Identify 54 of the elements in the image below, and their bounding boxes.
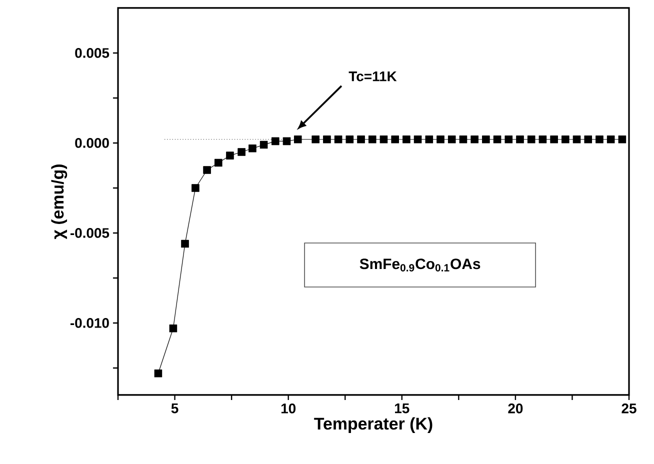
x-tick-label: 20 [508,403,523,414]
point [572,135,581,144]
point [154,369,162,378]
point [226,152,234,160]
point [470,135,478,144]
point [357,135,365,144]
point [238,148,246,156]
annotation: Tc=11K [348,72,397,82]
y-tick-label: 0.005 [75,48,110,58]
point [169,324,178,332]
annotation: SmFe$_{0.9}$Co$_{0.1}$OAs [360,258,480,272]
x-tick-label: 25 [622,403,636,414]
point [334,135,342,144]
y-tick-label: 0.000 [75,138,109,148]
point [271,137,280,146]
point [448,135,456,144]
point [596,135,604,144]
point [323,135,331,144]
point [493,135,502,144]
point [516,135,524,144]
point [181,240,189,248]
point [584,135,592,144]
point [459,135,468,144]
point [380,135,388,144]
point [425,135,434,144]
point [504,135,513,144]
point [282,137,291,146]
point [482,135,490,144]
point [203,166,211,174]
point [618,135,626,144]
x-tick-label: 10 [281,403,296,414]
point [402,135,410,144]
x-tick-label: 15 [395,404,410,414]
point [214,158,222,167]
point [538,135,547,144]
point [312,135,320,144]
point [436,135,444,144]
point [414,135,422,144]
x-axis-title: Temperater (K) [314,417,432,434]
point [606,135,615,144]
y-axis-title: χ (emu/g) [51,164,68,240]
point [294,135,302,144]
y-tick-label: -0.005 [70,228,110,238]
point [391,135,399,144]
point [562,135,570,144]
point [368,135,376,144]
point [346,135,354,144]
point [248,144,256,152]
point [260,140,268,149]
y-tick-label: -0.010 [70,318,109,328]
x-tick-label: 5 [171,404,178,414]
point [527,135,536,144]
point [550,135,558,144]
point [192,184,200,192]
